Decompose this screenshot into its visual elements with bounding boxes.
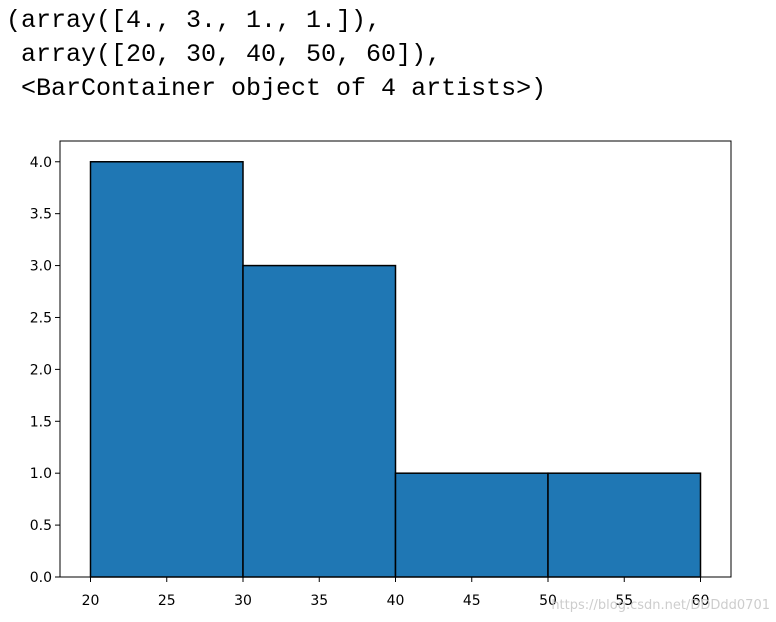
y-tick-label: 2.5 (30, 310, 52, 326)
output-line: (array([4., 3., 1., 1.]), (6, 6, 382, 35)
x-tick-label: 25 (158, 593, 176, 609)
x-tick-label: 40 (387, 593, 405, 609)
x-axis: 20 25 30 35 40 45 50 55 60 (82, 577, 710, 609)
histogram-bar (394, 472, 549, 578)
x-tick-label: 60 (692, 593, 710, 609)
y-tick-label: 3.5 (30, 207, 52, 223)
axes-frame (59, 140, 732, 578)
y-axis: 0.0 0.5 1.0 1.5 2.0 2.5 3.0 3.5 4.0 (30, 155, 60, 586)
y-tick-label: 0.5 (30, 518, 52, 534)
output-line: array([20, 30, 40, 50, 60]), (6, 40, 442, 69)
output-line: <BarContainer object of 4 artists>) (6, 74, 547, 103)
y-tick-label: 2.0 (30, 362, 52, 378)
x-tick-label: 20 (82, 593, 100, 609)
y-tick-label: 3.0 (30, 259, 52, 275)
x-tick-label: 35 (310, 593, 328, 609)
y-tick-label: 1.0 (30, 466, 52, 482)
x-tick-label: 30 (234, 593, 252, 609)
y-tick-label: 0.0 (30, 570, 52, 586)
y-tick-label: 1.5 (30, 414, 52, 430)
x-tick-label: 55 (615, 593, 633, 609)
y-tick-label: 4.0 (30, 155, 52, 171)
bars-group (89, 161, 702, 578)
histogram-bar (242, 264, 397, 578)
histogram-bar (547, 472, 702, 578)
x-tick-label: 45 (463, 593, 481, 609)
histogram-bar (89, 161, 244, 578)
watermark-text: https://blog.csdn.net/DDDdd0701 (551, 598, 770, 613)
x-tick-label: 50 (539, 593, 557, 609)
cell-output-text: (array([4., 3., 1., 1.]), array([20, 30,… (6, 4, 546, 106)
